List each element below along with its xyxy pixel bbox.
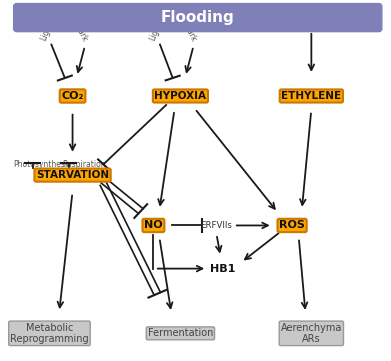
Text: ROS: ROS	[279, 221, 305, 230]
Text: NO: NO	[144, 221, 163, 230]
Text: Light: Light	[147, 21, 163, 42]
Text: Dark: Dark	[72, 23, 88, 43]
Text: Flooding: Flooding	[161, 10, 235, 25]
Text: Light: Light	[39, 21, 55, 42]
Text: HYPOXIA: HYPOXIA	[154, 91, 206, 101]
Text: ETHYLENE: ETHYLENE	[281, 91, 341, 101]
Text: ERFVIIs: ERFVIIs	[200, 221, 232, 230]
Text: HB1: HB1	[210, 264, 235, 274]
Text: Fermentation: Fermentation	[148, 329, 213, 338]
Text: CO₂: CO₂	[61, 91, 84, 101]
Text: STARVATION: STARVATION	[36, 170, 109, 180]
Text: Dark: Dark	[181, 23, 197, 43]
Text: Respiration: Respiration	[62, 160, 106, 169]
Text: Aerenchyma
ARs: Aerenchyma ARs	[281, 322, 342, 344]
Text: Photosynthesis: Photosynthesis	[14, 160, 72, 169]
Text: Metabolic
Reprogramming: Metabolic Reprogramming	[10, 322, 89, 344]
FancyBboxPatch shape	[14, 4, 382, 32]
